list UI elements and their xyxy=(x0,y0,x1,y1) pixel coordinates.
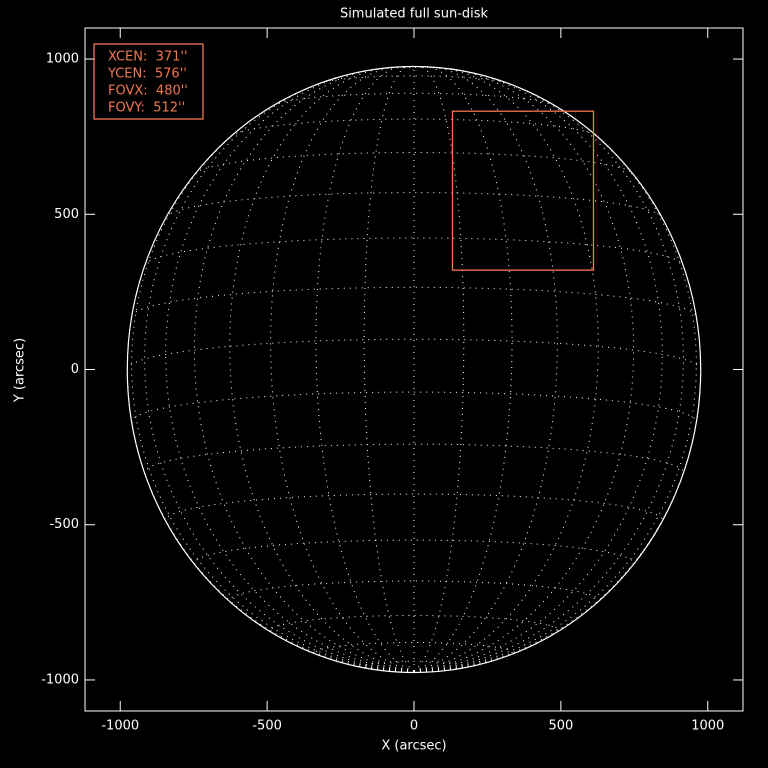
y-tick-label: -500 xyxy=(49,517,79,532)
grid-line xyxy=(230,118,598,137)
grid-line xyxy=(413,67,599,672)
annotation-text: XCEN: 371'' xyxy=(108,50,188,65)
grid-line xyxy=(413,66,558,672)
y-tick-label: -1000 xyxy=(41,672,79,687)
x-axis-label: X (arcsec) xyxy=(381,739,446,754)
field-of-view-box xyxy=(451,110,595,271)
x-tick-label: -1000 xyxy=(101,719,139,734)
sun-limb xyxy=(126,65,702,674)
x-tick-label: -500 xyxy=(252,719,282,734)
grid-line xyxy=(131,391,697,423)
annotation-text: FOVX: 480'' xyxy=(108,84,188,99)
annotation-text: FOVY: 512'' xyxy=(108,101,185,116)
grid-line xyxy=(165,493,663,522)
grid-line xyxy=(126,338,702,370)
grid-line xyxy=(363,660,465,670)
x-tick-label: 500 xyxy=(548,719,573,734)
chart-title: Simulated full sun-disk xyxy=(340,7,489,22)
x-tick-label: 1000 xyxy=(691,719,724,734)
grid-line xyxy=(270,66,415,672)
y-tick-label: 500 xyxy=(54,207,79,222)
x-tick-label: 0 xyxy=(410,719,418,734)
grid-line xyxy=(413,71,663,672)
annotation-text: YCEN: 576'' xyxy=(107,67,187,82)
grid-line xyxy=(320,75,508,84)
grid-line xyxy=(413,670,419,673)
grid-line xyxy=(193,539,635,566)
grid-line xyxy=(131,286,697,317)
annotation-box xyxy=(93,43,204,120)
y-axis-label: Y (arcsec) xyxy=(13,338,28,403)
grid-line xyxy=(229,67,415,672)
y-tick-label: 1000 xyxy=(46,52,79,67)
y-tick-label: 0 xyxy=(71,362,79,377)
